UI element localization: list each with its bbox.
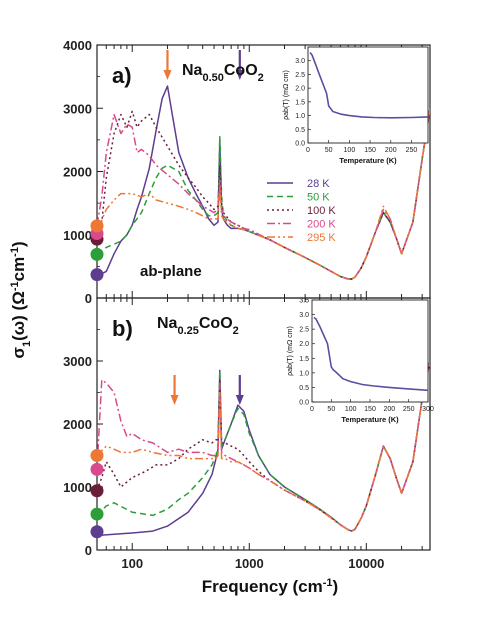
legend-label: 28 K: [307, 178, 330, 190]
legend-label: 200 K: [307, 219, 336, 231]
inset-curve: [313, 316, 429, 392]
inset-x-tick-label: 250: [403, 406, 415, 413]
series-group: [97, 85, 430, 280]
x-axis-label: Frequency (cm-1): [202, 577, 338, 596]
series-line-295K: [97, 108, 430, 280]
x-tick-label: 100: [121, 556, 143, 571]
legend-label: 100 K: [307, 205, 336, 217]
inset-x-tick-label: 250: [406, 147, 418, 154]
inset-x-tick-label: 150: [364, 406, 376, 413]
inset-y-tick-label: 1.5: [299, 356, 309, 363]
series-marker: [90, 449, 104, 462]
series-marker: [90, 268, 104, 282]
series-line-100K: [97, 360, 430, 532]
inset-y-tick-label: 2.0: [299, 341, 309, 348]
inset-y-tick-label: 1.0: [295, 113, 305, 120]
inset-y-label: ρab(T) (mΩ cm): [287, 326, 294, 376]
inset-y-tick-label: 0.0: [299, 400, 309, 407]
y-tick-label: 4000: [63, 38, 92, 53]
inset-x-tick-label: 100: [344, 147, 356, 154]
inset-x-tick-label: 50: [325, 147, 333, 154]
inset-x-tick-label: 0: [306, 147, 310, 154]
y-tick-label: 0: [85, 291, 92, 306]
inset-y-tick-label: 2.0: [295, 86, 305, 93]
inset-y-tick-label: 2.5: [295, 72, 305, 79]
inset-y-tick-label: 2.5: [299, 327, 309, 334]
inset-x-tick-label: 50: [327, 406, 335, 413]
series-marker: [90, 462, 104, 476]
series-marker: [90, 525, 104, 539]
legend-label: 50 K: [307, 192, 330, 204]
panel-label: a): [112, 63, 132, 88]
inset-y-tick-label: 3.0: [299, 312, 309, 319]
series-group: [97, 360, 430, 537]
arrow-head: [170, 395, 179, 405]
x-tick-label: 10000: [348, 556, 384, 571]
inset-y-tick-label: 0.5: [299, 385, 309, 392]
inset-x-tick-label: 100: [345, 406, 357, 413]
series-marker: [90, 507, 104, 521]
inset-y-tick-label: 3.0: [295, 58, 305, 65]
legend-label: 295 K: [307, 232, 336, 244]
series-marker: [90, 247, 104, 261]
inset-x-tick-label: 200: [385, 147, 397, 154]
y-tick-label: 2000: [63, 165, 92, 180]
inset-frame: [307, 46, 429, 144]
arrow-head: [163, 70, 172, 80]
inset-y-tick-label: 0.5: [295, 127, 305, 134]
shared-axes: Frequency (cm-1) σ1(ω) (Ω-1cm-1): [9, 241, 338, 596]
y-tick-label: 1000: [63, 228, 92, 243]
inset-x-tick-label: 300: [422, 406, 434, 413]
y-tick-label: 3000: [63, 354, 92, 369]
inset-y-tick-label: 0.0: [295, 141, 305, 148]
y-tick-label: 0: [85, 543, 92, 558]
series-marker: [90, 219, 104, 233]
y-tick-label: 2000: [63, 417, 92, 432]
x-tick-label: 1000: [235, 556, 264, 571]
inset-y-tick-label: 3.5: [299, 298, 309, 305]
panel-label: b): [112, 316, 133, 341]
inset-y-tick-label: 1.5: [295, 99, 305, 106]
series-marker: [90, 484, 104, 498]
inset-x-label: Temperature (K): [339, 156, 397, 165]
annotation-label: ab-plane: [140, 263, 202, 280]
inset-y-label: ρab(T) (mΩ cm): [283, 70, 290, 120]
inset-x-tick-label: 150: [364, 147, 376, 154]
y-axis-label: σ1(ω) (Ω-1cm-1): [9, 241, 33, 358]
arrow-head: [235, 395, 244, 405]
arrow-head: [235, 70, 244, 80]
compound-label: Na0.50CoO2: [182, 62, 264, 84]
inset-x-tick-label: 0: [310, 406, 314, 413]
inset-y-tick-label: 1.0: [299, 370, 309, 377]
inset-x-tick-label: 200: [383, 406, 395, 413]
inset-x-label: Temperature (K): [341, 415, 399, 424]
inset-curve: [309, 52, 429, 119]
y-tick-label: 3000: [63, 101, 92, 116]
compound-label: Na0.25CoO2: [157, 315, 239, 337]
y-tick-label: 1000: [63, 480, 92, 495]
series-line-200K: [97, 360, 430, 532]
